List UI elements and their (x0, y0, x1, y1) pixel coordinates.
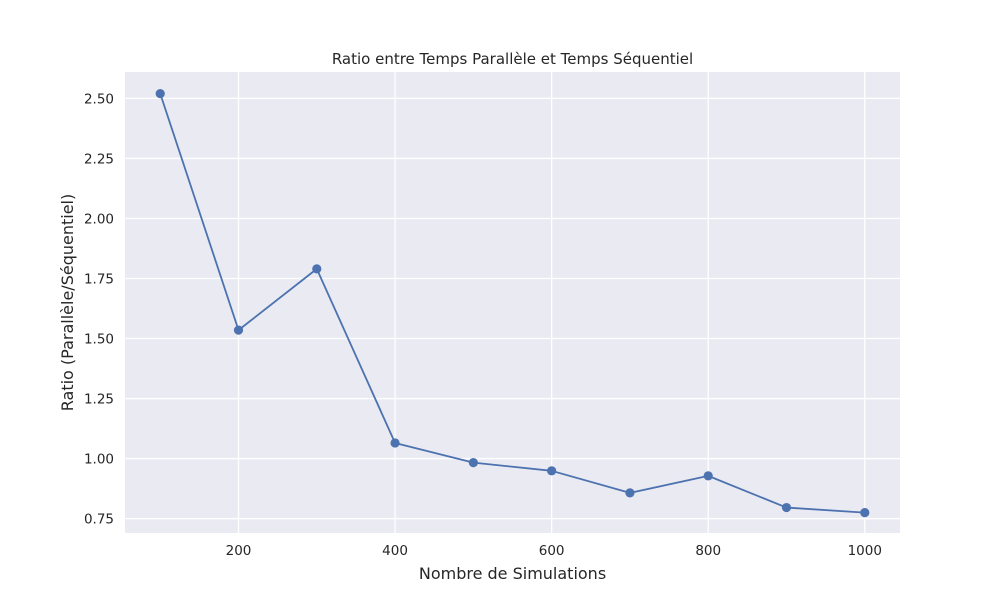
y-tick-label: 1.25 (84, 392, 114, 408)
series (155, 89, 870, 518)
data-point (625, 488, 635, 498)
x-tick-label: 400 (382, 543, 408, 559)
y-tick-label: 2.00 (84, 211, 114, 227)
series-line (159, 92, 866, 514)
x-tick-label: 200 (226, 543, 252, 559)
data-point (781, 502, 792, 513)
x-tick-label: 600 (539, 543, 565, 559)
data-point (155, 89, 165, 99)
x-tick-label: 800 (695, 543, 721, 559)
y-ticks: 0.75 1.00 1.25 1.50 1.75 2.00 2.25 2.50 (84, 91, 114, 527)
chart-title: Ratio entre Temps Parallèle et Temps Séq… (332, 50, 693, 68)
data-point (547, 466, 557, 476)
data-point (390, 438, 400, 448)
y-tick-label: 0.75 (84, 512, 114, 528)
data-point (703, 471, 713, 481)
x-ticks: 200 400 600 800 1000 (226, 543, 882, 559)
data-point (860, 507, 870, 518)
y-tick-label: 2.25 (84, 151, 114, 167)
data-point (233, 325, 244, 335)
y-tick-label: 1.00 (84, 452, 114, 468)
grid (125, 72, 900, 533)
y-tick-label: 1.75 (84, 271, 114, 287)
data-point (312, 264, 322, 274)
data-point (468, 458, 478, 468)
x-tick-label: 1000 (848, 543, 882, 559)
x-axis-label: Nombre de Simulations (419, 564, 606, 583)
y-axis-label: Ratio (Parallèle/Séquentiel) (58, 194, 77, 411)
y-tick-label: 1.50 (84, 332, 114, 348)
y-tick-label: 2.50 (84, 91, 114, 107)
plot-area (125, 72, 900, 533)
